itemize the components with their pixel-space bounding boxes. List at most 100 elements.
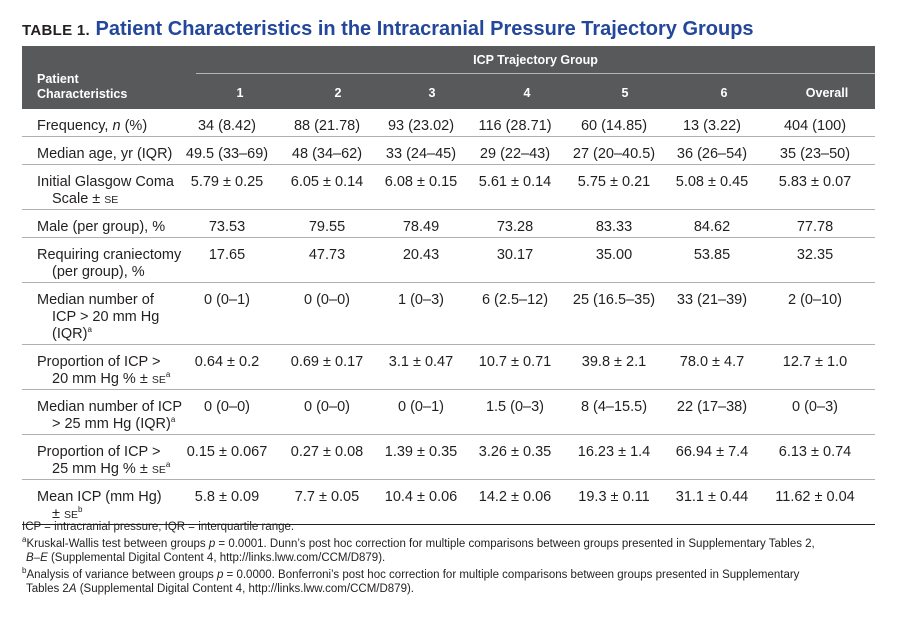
- table-cell: 3.1 ± 0.47: [388, 354, 454, 370]
- table-cell: 33 (24–45): [385, 146, 457, 162]
- table-cell: 66.94 ± 7.4: [675, 444, 749, 460]
- table-cell: 0.64 ± 0.2: [194, 354, 260, 370]
- row-label: Initial Glasgow Coma Scale ± SE: [37, 174, 174, 207]
- footnote-b-line: Tables 2A (Supplemental Digital Content …: [26, 583, 414, 595]
- table-row: Initial Glasgow Coma Scale ± SE 5.79 ± 0.2…: [22, 165, 875, 210]
- table-cell: 48 (34–62): [291, 146, 363, 162]
- table-cell: 29 (22–43): [479, 146, 551, 162]
- table-cell: 27 (20–40.5): [572, 146, 656, 162]
- column-header-overall: Overall: [805, 86, 849, 100]
- table-cell: 10.4 ± 0.06: [384, 489, 458, 505]
- table-cell: 34 (8.42): [197, 118, 257, 134]
- footnote-b: bAnalysis of variance between groups p =…: [22, 566, 882, 596]
- table-title: TABLE 1. Patient Characteristics in the …: [22, 18, 754, 41]
- table-row: Median number of ICP > 25 mm Hg (IQR)a 0 (…: [22, 390, 875, 435]
- row-label: Frequency, n (%): [37, 118, 148, 134]
- table-cell: 53.85: [693, 247, 731, 263]
- table-cell: 31.1 ± 0.44: [675, 489, 749, 505]
- table-cell: 0.15 ± 0.067: [186, 444, 268, 460]
- table-row: Proportion of ICP >20 mm Hg % ± SEa 0.64 …: [22, 345, 875, 390]
- table-cell: 5.08 ± 0.45: [675, 174, 749, 190]
- table-row: Mean ICP (mm Hg) ± SEb 5.8 ± 0.09 7.7 ± 0.0…: [22, 480, 875, 525]
- group-header: ICP Trajectory Group: [473, 53, 598, 67]
- table-cell: 84.62: [693, 219, 731, 235]
- row-label: Median number of ICP > 20 mm Hg (IQR)a: [37, 292, 160, 342]
- column-header-4: 4: [523, 86, 531, 100]
- table-cell: 0 (0–3): [792, 399, 838, 415]
- table-cell: 47.73: [308, 247, 346, 263]
- table-cell: 6.08 ± 0.15: [384, 174, 458, 190]
- table-cell: 116 (28.71): [478, 118, 552, 134]
- table-cell: 36 (26–54): [676, 146, 748, 162]
- row-label: Mean ICP (mm Hg) ± SEb: [37, 489, 162, 522]
- group-header-rule: [196, 73, 875, 74]
- column-header-5: 5: [621, 86, 629, 100]
- table-cell: 8 (4–15.5): [580, 399, 648, 415]
- table-cell: 77.78: [796, 219, 834, 235]
- table-cell: 25 (16.5–35): [572, 292, 656, 308]
- table-cell: 22 (17–38): [676, 399, 748, 415]
- row-label: Proportion of ICP >20 mm Hg % ± SEa: [37, 354, 171, 387]
- table-cell: 78.0 ± 4.7: [679, 354, 745, 370]
- footnote-b-line: bAnalysis of variance between groups p =…: [22, 566, 800, 581]
- table-cell: 0 (0–0): [304, 292, 350, 308]
- row-label: Male (per group), %: [37, 219, 166, 235]
- table-cell: 0 (0–1): [204, 292, 250, 308]
- table-cell: 20.43: [402, 247, 440, 263]
- table-row: Requiring craniectomy (per group), % 17.65…: [22, 238, 875, 283]
- row-label: Proportion of ICP >25 mm Hg % ± SEa: [37, 444, 171, 477]
- row-label: Median age, yr (IQR): [37, 146, 173, 162]
- table-cell: 73.28: [496, 219, 534, 235]
- table-cell: 60 (14.85): [580, 118, 648, 134]
- table-body: Frequency, n (%) 34 (8.42) 88 (21.78) 93 (2…: [22, 109, 875, 525]
- column-header-2: 2: [334, 86, 342, 100]
- table-cell: 33 (21–39): [676, 292, 748, 308]
- table-cell: 35 (23–50): [779, 146, 851, 162]
- table-row: Median number of ICP > 20 mm Hg (IQR)a 0 (0…: [22, 283, 875, 345]
- table-row: Frequency, n (%) 34 (8.42) 88 (21.78) 93 (2…: [22, 109, 875, 137]
- footnote-abbreviations: ICP = intracranial pressure, IQR = inter…: [22, 521, 295, 533]
- table-cell: 14.2 ± 0.06: [478, 489, 552, 505]
- table-cell: 7.7 ± 0.05: [294, 489, 360, 505]
- column-header-1: 1: [236, 86, 244, 100]
- table-cell: 6.13 ± 0.74: [778, 444, 852, 460]
- characteristics-table: Patient Characteristics ICP Trajectory G…: [22, 46, 875, 525]
- table-cell: 79.55: [308, 219, 346, 235]
- table-cell: 16.23 ± 1.4: [577, 444, 651, 460]
- row-header: Patient Characteristics: [37, 72, 127, 102]
- table-caption: Patient Characteristics in the Intracran…: [95, 18, 754, 40]
- footnote-a-line: B–E (Supplemental Digital Content 4, htt…: [26, 552, 386, 564]
- table-cell: 73.53: [208, 219, 246, 235]
- table-row: Median age, yr (IQR) 49.5 (33–69) 48 (34–6…: [22, 137, 875, 165]
- column-header-3: 3: [428, 86, 436, 100]
- table-cell: 0 (0–1): [398, 399, 444, 415]
- table-cell: 0 (0–0): [204, 399, 250, 415]
- table-cell: 11.62 ± 0.04: [775, 489, 855, 505]
- table-cell: 0.27 ± 0.08: [290, 444, 364, 460]
- table-cell: 35.00: [595, 247, 633, 263]
- row-header-line: Characteristics: [37, 87, 128, 101]
- column-header-6: 6: [720, 86, 728, 100]
- table-cell: 6.05 ± 0.14: [290, 174, 364, 190]
- table-cell: 17.65: [208, 247, 246, 263]
- table-cell: 19.3 ± 0.11: [578, 489, 650, 505]
- table-cell: 13 (3.22): [682, 118, 742, 134]
- row-label: Requiring craniectomy (per group), %: [37, 247, 182, 280]
- table-cell: 1 (0–3): [398, 292, 444, 308]
- table-cell: 10.7 ± 0.71: [478, 354, 552, 370]
- table-cell: 30.17: [496, 247, 534, 263]
- table-cell: 12.7 ± 1.0: [782, 354, 848, 370]
- table-cell: 1.39 ± 0.35: [384, 444, 458, 460]
- row-label: Median number of ICP > 25 mm Hg (IQR)a: [37, 399, 183, 432]
- table-cell: 32.35: [796, 247, 834, 263]
- footnote-a: aKruskal-Wallis test between groups p = …: [22, 536, 882, 565]
- table-cell: 6 (2.5–12): [481, 292, 549, 308]
- table-cell: 39.8 ± 2.1: [581, 354, 647, 370]
- table-header: Patient Characteristics ICP Trajectory G…: [22, 46, 875, 109]
- table-cell: 1.5 (0–3): [485, 399, 545, 415]
- table-cell: 78.49: [402, 219, 440, 235]
- table-cell: 93 (23.02): [387, 118, 455, 134]
- table-cell: 5.61 ± 0.14: [478, 174, 552, 190]
- table-cell: 5.79 ± 0.25: [190, 174, 264, 190]
- table-cell: 5.8 ± 0.09: [194, 489, 260, 505]
